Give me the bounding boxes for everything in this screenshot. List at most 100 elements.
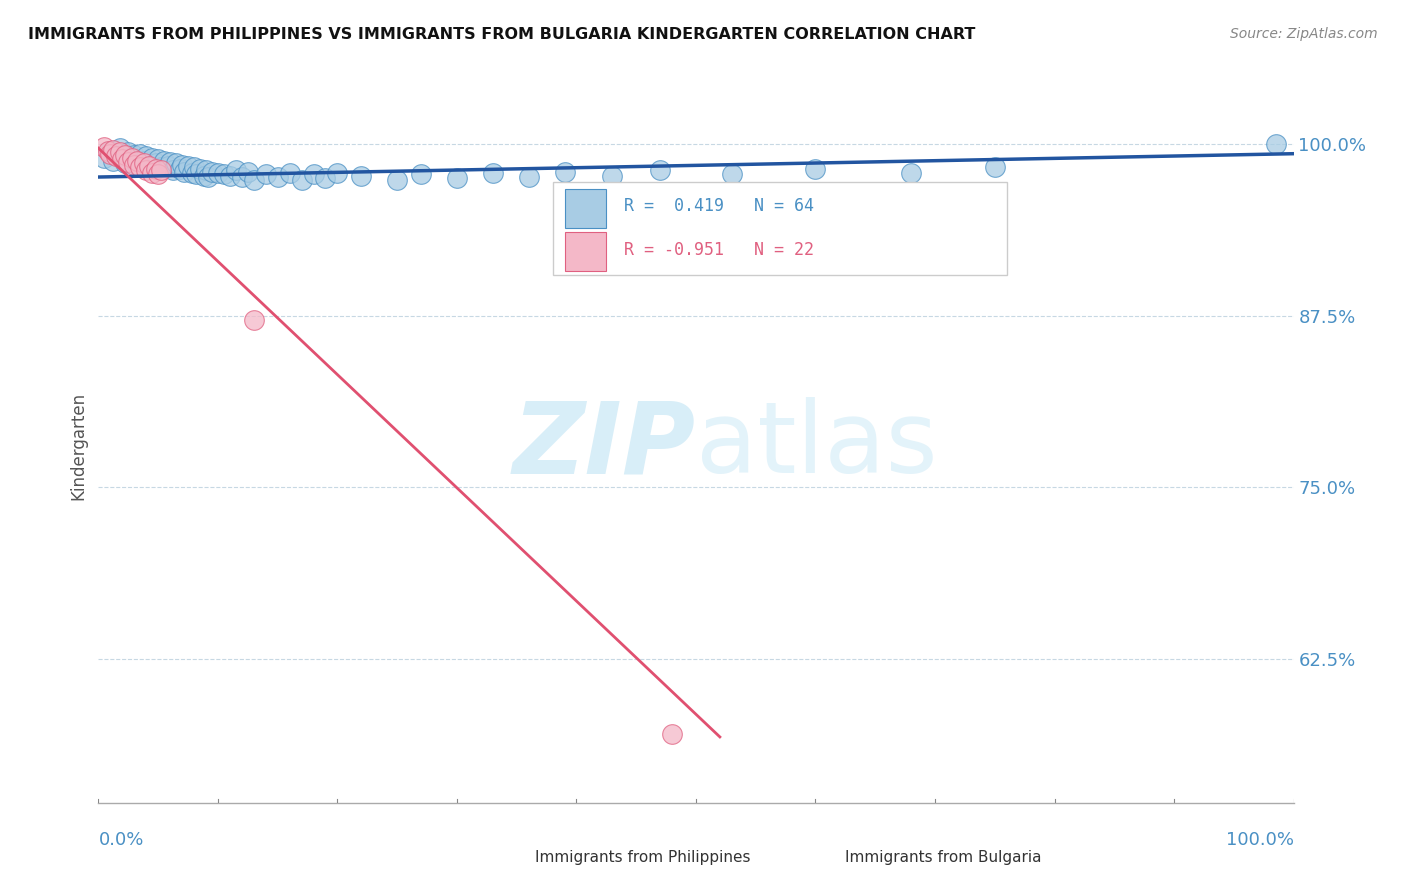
- Point: [554, 164, 576, 178]
- Point: [98, 144, 122, 158]
- Point: [183, 161, 205, 175]
- Point: [201, 164, 224, 178]
- Point: [105, 146, 128, 161]
- Point: [983, 161, 1005, 175]
- FancyBboxPatch shape: [481, 844, 526, 871]
- Text: IMMIGRANTS FROM PHILIPPINES VS IMMIGRANTS FROM BULGARIA KINDERGARTEN CORRELATION: IMMIGRANTS FROM PHILIPPINES VS IMMIGRANT…: [28, 27, 976, 42]
- Point: [159, 155, 181, 169]
- Point: [188, 161, 211, 176]
- Point: [141, 151, 163, 165]
- Point: [207, 166, 229, 180]
- Point: [243, 312, 266, 326]
- Point: [290, 173, 312, 187]
- Text: atlas: atlas: [696, 398, 938, 494]
- Text: 100.0%: 100.0%: [1226, 831, 1294, 849]
- Point: [111, 152, 134, 166]
- Point: [145, 161, 167, 176]
- Point: [169, 161, 191, 176]
- Point: [138, 159, 160, 173]
- Point: [177, 159, 200, 173]
- Point: [129, 161, 152, 175]
- Point: [197, 169, 219, 184]
- Point: [411, 167, 433, 181]
- Point: [326, 166, 349, 180]
- Text: R =  0.419   N = 64: R = 0.419 N = 64: [624, 196, 814, 214]
- FancyBboxPatch shape: [565, 189, 606, 228]
- Point: [135, 149, 157, 163]
- FancyBboxPatch shape: [553, 182, 1007, 275]
- Point: [231, 169, 253, 184]
- Text: Source: ZipAtlas.com: Source: ZipAtlas.com: [1230, 27, 1378, 41]
- Point: [600, 169, 623, 183]
- Point: [125, 158, 148, 172]
- Point: [267, 169, 290, 184]
- Point: [111, 149, 134, 163]
- FancyBboxPatch shape: [565, 232, 606, 271]
- Point: [148, 152, 170, 166]
- Point: [278, 166, 301, 180]
- Point: [93, 140, 115, 154]
- Point: [350, 169, 373, 183]
- Point: [721, 167, 744, 181]
- Point: [121, 151, 143, 165]
- Point: [804, 161, 827, 176]
- Point: [173, 164, 195, 178]
- Text: Immigrants from Bulgaria: Immigrants from Bulgaria: [845, 849, 1042, 864]
- Point: [162, 163, 184, 178]
- Point: [149, 161, 172, 175]
- Point: [517, 169, 540, 184]
- Text: R = -0.951   N = 22: R = -0.951 N = 22: [624, 241, 814, 259]
- Point: [124, 158, 146, 172]
- Point: [194, 163, 217, 178]
- Point: [117, 155, 139, 169]
- Point: [148, 167, 170, 181]
- Point: [129, 146, 152, 161]
- Text: 0.0%: 0.0%: [98, 831, 143, 849]
- Point: [186, 167, 208, 181]
- Point: [661, 727, 683, 741]
- Point: [165, 156, 187, 170]
- Point: [97, 144, 120, 158]
- Point: [138, 159, 160, 173]
- Point: [212, 167, 235, 181]
- Point: [1264, 137, 1286, 152]
- Point: [243, 173, 266, 187]
- Point: [149, 163, 172, 178]
- Point: [141, 166, 163, 180]
- Point: [315, 171, 337, 186]
- Point: [101, 143, 124, 157]
- Point: [219, 169, 242, 183]
- Point: [236, 164, 259, 178]
- Point: [114, 148, 136, 162]
- Text: Immigrants from Philippines: Immigrants from Philippines: [534, 849, 751, 864]
- Point: [481, 166, 505, 180]
- Point: [156, 159, 179, 173]
- Point: [193, 169, 215, 183]
- Point: [108, 145, 131, 160]
- Point: [108, 141, 131, 155]
- Point: [132, 153, 155, 168]
- Point: [93, 151, 115, 165]
- Point: [446, 171, 468, 186]
- Point: [125, 153, 148, 168]
- Point: [98, 146, 122, 161]
- Point: [900, 166, 922, 180]
- Point: [153, 153, 176, 168]
- Point: [302, 167, 325, 181]
- Point: [385, 173, 409, 187]
- Point: [172, 158, 194, 172]
- FancyBboxPatch shape: [792, 844, 837, 871]
- Point: [114, 156, 136, 170]
- Point: [145, 156, 167, 170]
- Point: [225, 163, 247, 178]
- Point: [101, 153, 124, 168]
- Point: [132, 156, 155, 170]
- Point: [124, 148, 146, 162]
- Point: [121, 152, 143, 166]
- Text: ZIP: ZIP: [513, 398, 696, 494]
- Point: [648, 163, 672, 178]
- Point: [180, 166, 202, 180]
- Point: [135, 163, 157, 178]
- Point: [105, 149, 128, 163]
- Y-axis label: Kindergarten: Kindergarten: [69, 392, 87, 500]
